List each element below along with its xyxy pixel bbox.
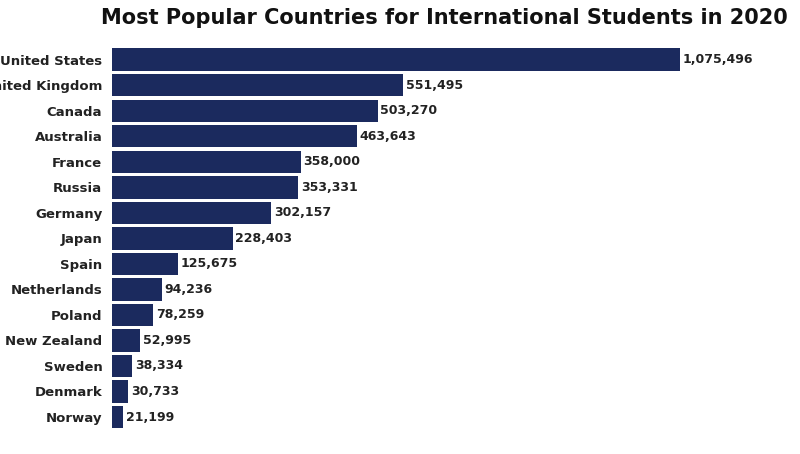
Bar: [112, 49, 679, 71]
Bar: [112, 252, 178, 275]
Bar: [112, 176, 298, 198]
Bar: [112, 304, 154, 326]
Bar: [112, 406, 123, 428]
Bar: [112, 355, 132, 377]
Text: 30,733: 30,733: [131, 385, 179, 398]
Text: 52,995: 52,995: [142, 334, 191, 347]
Text: 1,075,496: 1,075,496: [682, 53, 753, 66]
Text: 78,259: 78,259: [156, 308, 204, 321]
Bar: [112, 380, 128, 403]
Bar: [112, 202, 271, 224]
Text: 353,331: 353,331: [301, 181, 358, 194]
Bar: [112, 278, 162, 301]
Bar: [112, 329, 140, 352]
Bar: [112, 125, 357, 148]
Text: 21,199: 21,199: [126, 410, 174, 424]
Title: Most Popular Countries for International Students in 2020: Most Popular Countries for International…: [101, 8, 787, 28]
Text: 551,495: 551,495: [406, 79, 462, 92]
Text: 125,675: 125,675: [181, 257, 238, 271]
Text: 94,236: 94,236: [164, 283, 213, 296]
Bar: [112, 74, 403, 96]
Text: 503,270: 503,270: [380, 104, 438, 117]
Bar: [112, 227, 233, 250]
Text: 302,157: 302,157: [274, 206, 331, 219]
Text: 463,643: 463,643: [359, 130, 416, 143]
Text: 358,000: 358,000: [303, 155, 361, 168]
Text: 228,403: 228,403: [235, 232, 292, 245]
Bar: [112, 151, 301, 173]
Text: 38,334: 38,334: [135, 360, 183, 372]
Bar: [112, 99, 378, 122]
